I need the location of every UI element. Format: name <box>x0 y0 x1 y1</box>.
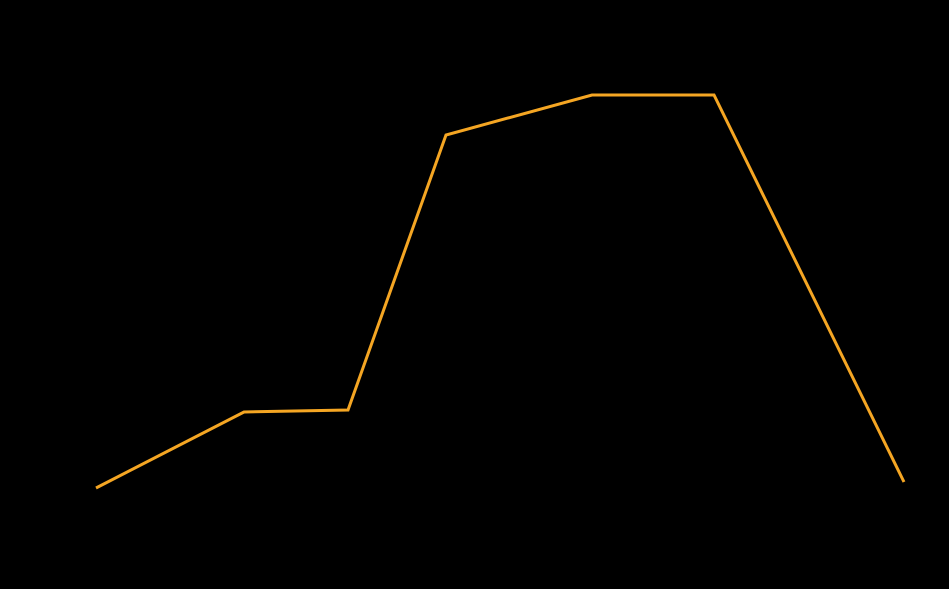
line-chart <box>0 0 949 589</box>
line-chart-series <box>96 95 904 488</box>
